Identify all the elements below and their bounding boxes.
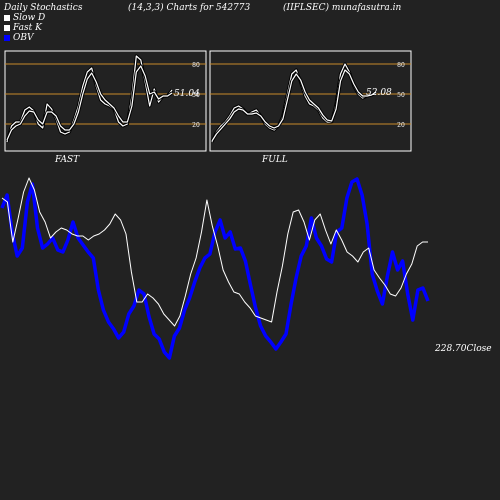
chart-header-left: Daily Stochastics: [4, 3, 83, 13]
legend-swatch-fast-k: [4, 25, 10, 31]
legend-swatch-obv: [4, 35, 10, 41]
full-value-label: 52.08: [366, 88, 392, 98]
fast-panel-frame: [4, 50, 207, 152]
full-panel-label: FULL: [261, 155, 288, 165]
full-ytick-50: 50: [397, 92, 405, 99]
legend-item-obv: OBV: [4, 33, 45, 43]
legend-label-fast-k: Fast K: [13, 23, 42, 33]
fast-panel-label: FAST: [54, 155, 80, 165]
full-ytick-80: 80: [397, 62, 405, 69]
fast-series-fast-k-outline: [5, 54, 174, 143]
fast-ytick-50: 50: [192, 92, 200, 99]
close-line: [1, 177, 428, 327]
legend-swatch-slow-d: [4, 15, 10, 21]
legend-label-obv: OBV: [13, 33, 34, 43]
full-series-slow-d: [211, 69, 377, 142]
full-panel-frame: [209, 50, 412, 152]
fast-ytick-20: 20: [192, 122, 200, 129]
close-price-label: 228.70Close: [434, 344, 492, 354]
full-ytick-20: 20: [397, 122, 405, 129]
legend-label-slow-d: Slow D: [13, 13, 46, 23]
legend-item-slow-d: Slow D: [4, 13, 45, 23]
fast-value-label: 51.04: [174, 89, 200, 99]
legend: Slow D Fast K OBV: [4, 13, 45, 43]
fast-ytick-80: 80: [192, 62, 200, 69]
fast-series-slow-d: [6, 65, 173, 141]
chart-header-right: (IIFLSEC) munafasutra.in: [283, 3, 402, 13]
chart-header-center: (14,3,3) Charts for 542773: [128, 3, 251, 13]
legend-item-fast-k: Fast K: [4, 23, 45, 33]
full-series-fast-k: [211, 63, 377, 143]
fast-series-slow-d-outline: [5, 64, 173, 141]
obv-line: [0, 177, 430, 360]
